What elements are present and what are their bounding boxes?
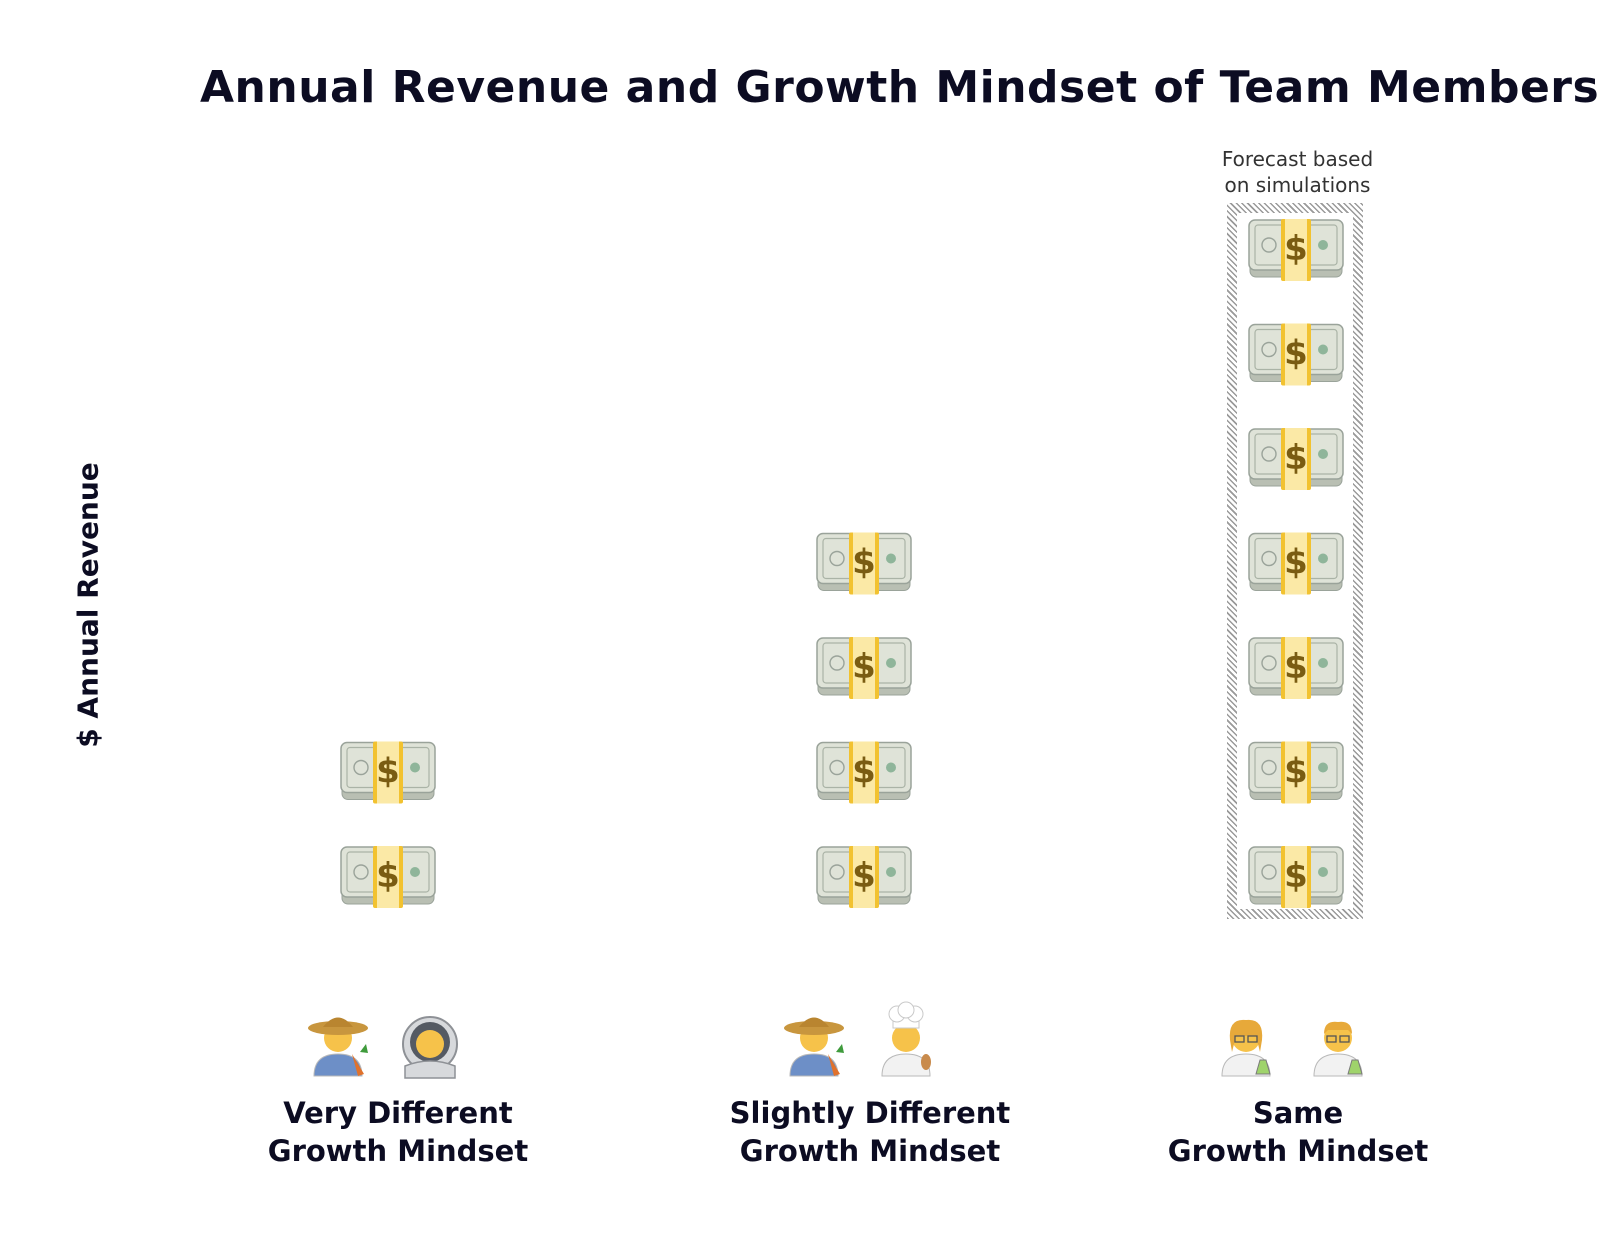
astronaut-icon	[402, 1016, 458, 1079]
money-stack-icon: $	[1248, 219, 1344, 281]
svg-text:$: $	[1284, 334, 1308, 374]
svg-text:$: $	[1284, 856, 1308, 896]
svg-text:$: $	[1284, 438, 1308, 478]
chart-title: Annual Revenue and Growth Mindset of Tea…	[200, 62, 1600, 113]
category-label-slightly-different: Slightly Different Growth Mindset	[729, 1096, 1011, 1168]
svg-text:$: $	[852, 856, 876, 896]
svg-text:$: $	[376, 856, 400, 896]
money-stack-icon: $	[816, 741, 912, 804]
money-stack-icon: $	[1248, 532, 1344, 595]
scientist-woman-icon	[1221, 1019, 1271, 1077]
svg-text:$: $	[852, 647, 876, 687]
svg-text:$: $	[1284, 647, 1308, 687]
farmer-icon	[308, 1017, 368, 1077]
money-stack-icon: $	[816, 532, 912, 595]
forecast-annotation: Forecast based on simulations	[1221, 147, 1374, 197]
farmer-icon	[784, 1017, 844, 1077]
money-stack-icon: $	[340, 846, 436, 908]
svg-text:$: $	[1284, 752, 1308, 792]
svg-text:$: $	[852, 543, 876, 583]
money-stack-icon: $	[1248, 637, 1344, 699]
svg-text:$: $	[376, 752, 400, 792]
money-stack-icon: $	[1248, 846, 1344, 908]
cook-icon	[881, 1001, 931, 1077]
svg-text:$: $	[1284, 229, 1308, 269]
money-stack-icon: $	[340, 741, 436, 804]
money-stack-icon: $	[1248, 428, 1344, 490]
svg-text:$: $	[852, 752, 876, 792]
category-label-very-different: Very Different Growth Mindset	[267, 1096, 529, 1168]
money-stack-icon: $	[816, 846, 912, 908]
scientist-man-icon	[1313, 1021, 1363, 1077]
money-stack-icon: $	[816, 637, 912, 699]
category-label-same: Same Growth Mindset	[1167, 1096, 1429, 1168]
svg-text:$: $	[1284, 543, 1308, 583]
money-stack-icon: $	[1248, 323, 1344, 386]
money-stack-icon: $	[1248, 741, 1344, 804]
